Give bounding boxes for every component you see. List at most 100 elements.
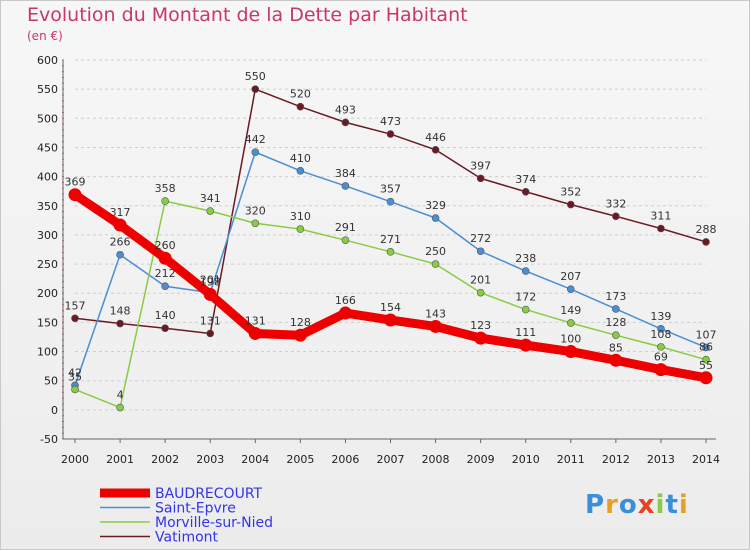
data-point	[68, 188, 82, 202]
data-label: 288	[696, 223, 717, 236]
data-label: 332	[605, 197, 626, 210]
data-point	[386, 130, 395, 138]
data-point	[296, 166, 305, 175]
data-label: 212	[155, 267, 176, 280]
data-point	[474, 331, 488, 345]
data-label: 4	[117, 389, 124, 402]
y-tick-label: 100	[37, 346, 58, 359]
data-label: 520	[290, 88, 311, 101]
data-label: 369	[65, 176, 86, 189]
data-point	[566, 319, 575, 327]
data-point	[296, 225, 305, 233]
data-point	[248, 326, 262, 340]
data-point	[206, 329, 215, 338]
y-tick-label: 350	[37, 200, 58, 213]
legend-label: Morville-sur-Nied	[155, 515, 273, 531]
x-tick-label: 2000	[61, 453, 89, 466]
data-label: 238	[515, 252, 536, 265]
y-tick-label: 200	[37, 287, 58, 300]
data-label: 172	[515, 291, 536, 304]
data-point	[564, 345, 578, 359]
y-tick-label: 0	[51, 404, 58, 417]
data-point	[612, 331, 620, 340]
data-point	[293, 328, 307, 342]
data-point	[521, 187, 530, 196]
data-label: 69	[654, 351, 668, 364]
data-label: 352	[560, 186, 581, 199]
data-point	[341, 236, 350, 244]
data-label: 55	[699, 359, 713, 372]
legend-item: Morville-sur-Nied	[100, 515, 273, 531]
legend-item: Saint-Epvre	[100, 501, 236, 517]
data-label: 42	[68, 366, 82, 379]
data-point	[113, 218, 127, 232]
data-label: 140	[155, 309, 176, 322]
data-label: 154	[380, 301, 401, 314]
data-point	[386, 248, 395, 256]
y-tick-label: 250	[37, 258, 58, 271]
data-point	[476, 288, 485, 297]
legend-item: Vatimont	[100, 530, 219, 546]
data-label: 107	[696, 328, 717, 341]
data-point	[71, 385, 79, 394]
x-tick-label: 2008	[422, 453, 450, 466]
data-label: 266	[110, 236, 131, 249]
chart-subtitle: (en €)	[27, 29, 63, 43]
data-label: 473	[380, 115, 401, 128]
data-point	[657, 224, 665, 233]
data-point	[116, 403, 124, 412]
x-tick-label: 2013	[647, 453, 675, 466]
data-point	[476, 174, 485, 183]
data-label: 108	[650, 328, 671, 341]
data-point	[251, 85, 260, 93]
data-label: 85	[609, 341, 623, 354]
y-tick-label: -50	[40, 433, 58, 446]
x-tick-label: 2007	[377, 453, 405, 466]
data-label: 157	[65, 299, 86, 312]
data-label: 272	[470, 232, 491, 245]
y-tick-label: 300	[37, 229, 58, 242]
data-point	[476, 247, 485, 256]
data-label: 446	[425, 131, 446, 144]
data-label: 207	[560, 270, 581, 283]
data-label: 131	[200, 314, 221, 327]
data-label: 493	[335, 103, 356, 116]
legend-label: Saint-Epvre	[155, 501, 236, 517]
x-tick-label: 2010	[512, 453, 540, 466]
data-label: 139	[650, 310, 671, 323]
data-point	[431, 214, 440, 222]
data-label: 550	[245, 70, 266, 83]
series-morville-sur-nied: 35 4 358 341 320 310 291 271 250 201 172 149 128 108 8…	[68, 182, 713, 412]
data-label: 374	[515, 173, 536, 186]
data-label: 310	[290, 210, 311, 223]
y-tick-label: 400	[37, 171, 58, 184]
data-label: 358	[155, 182, 176, 195]
data-point	[431, 260, 440, 268]
data-point	[612, 212, 620, 221]
data-label: 201	[470, 274, 491, 287]
data-point	[699, 371, 713, 385]
x-tick-label: 2006	[331, 453, 359, 466]
data-label: 320	[245, 204, 266, 217]
data-point	[341, 118, 350, 127]
data-point	[429, 319, 443, 333]
data-point	[654, 363, 668, 377]
legend-label: BAUDRECOURT	[155, 486, 263, 502]
x-tick-label: 2001	[106, 453, 134, 466]
data-point	[71, 314, 79, 323]
data-label: 397	[470, 159, 491, 172]
data-point	[384, 313, 397, 327]
y-tick-label: 550	[37, 83, 58, 96]
data-label: 260	[155, 239, 176, 252]
proxiti-logo: Proxiti	[585, 490, 689, 520]
data-point	[612, 305, 620, 313]
data-label: 250	[425, 245, 446, 258]
chart-title: Evolution du Montant de la Dette par Hab…	[27, 4, 468, 26]
data-label: 311	[650, 210, 671, 223]
data-label: 123	[470, 319, 491, 332]
data-label: 357	[380, 183, 401, 196]
data-label: 35	[68, 370, 82, 383]
x-tick-label: 2003	[196, 453, 224, 466]
x-tick-label: 2002	[151, 453, 179, 466]
